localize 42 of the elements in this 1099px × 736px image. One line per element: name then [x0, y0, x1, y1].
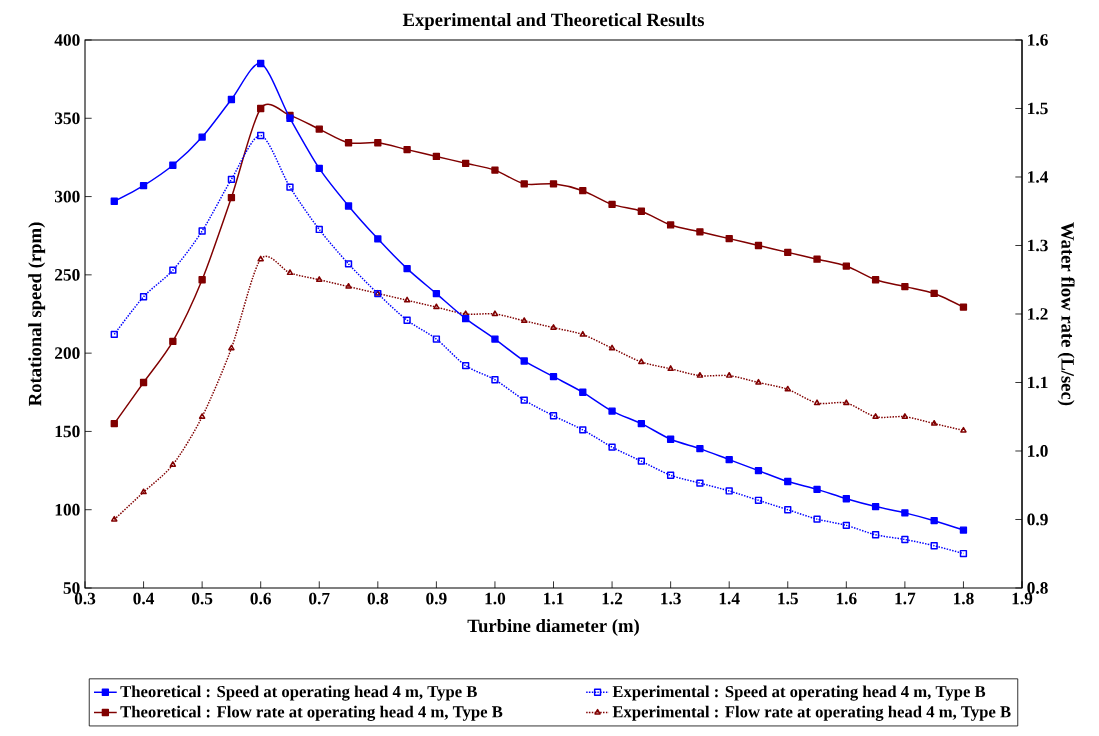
y2-tick-label: 0.8	[1027, 582, 1048, 594]
y-tick-label: 50	[63, 582, 80, 594]
x-tick-label: 1.2	[602, 592, 623, 605]
y2-tick-label: 1.1	[1028, 376, 1048, 389]
legend-label: Theoretical : Flow rate at operating head 4 m, Type B	[120, 705, 503, 721]
x-tick-label: 1.9	[1012, 592, 1033, 605]
y2-tick-label: 1.5	[1028, 102, 1048, 115]
x-tick-label: 1.1	[544, 592, 564, 605]
y2-tick-label: 1.0	[1028, 445, 1048, 457]
x-tick-label: 0.4	[133, 592, 155, 605]
y-tick-label: 350	[54, 112, 80, 125]
chart-title: Experimental and Theoretical Results	[402, 13, 705, 30]
y2-axis-title: Water flow rate (L/sec)	[1057, 222, 1075, 406]
x-tick-label: 1.6	[836, 592, 857, 605]
x-tick-label: 1.7	[895, 592, 916, 605]
x-tick-label: 0.5	[191, 592, 213, 605]
x-tick-label: 1.3	[661, 592, 681, 605]
x-tick-label: 0.3	[74, 592, 96, 605]
y-tick-label: 200	[55, 347, 80, 359]
y-tick-label: 300	[54, 190, 80, 203]
x-tick-label: 1.4	[719, 592, 740, 605]
y2-tick-label: 1.4	[1028, 171, 1049, 183]
x-tick-label: 1.0	[485, 592, 506, 605]
y-tick-label: 400	[54, 34, 80, 46]
x-tick-label: 0.8	[367, 592, 389, 605]
x-tick-label: 0.6	[250, 592, 272, 605]
y2-tick-label: 0.9	[1027, 513, 1048, 526]
y-tick-label: 250	[55, 269, 80, 281]
y-tick-label: 100	[55, 503, 80, 516]
y-axis-title: Rotational speed (rpm)	[28, 222, 46, 406]
y2-tick-label: 1.2	[1028, 308, 1048, 320]
legend-label: Theoretical : Speed at operating head 4 m, Type B	[120, 685, 477, 701]
y2-tick-label: 1.3	[1028, 239, 1048, 252]
x-tick-label: 0.7	[309, 592, 330, 605]
y-tick-label: 150	[55, 425, 80, 438]
legend-label: Experimental : Speed at operating head 4 m, Type B	[612, 685, 986, 701]
legend-label: Experimental : Flow rate at operating head 4 m, Type B	[612, 705, 1011, 721]
x-axis-title: Turbine diameter (m)	[467, 618, 639, 636]
y2-tick-label: 1.6	[1028, 34, 1048, 46]
x-tick-label: 1.5	[778, 592, 798, 605]
x-tick-label: 1.8	[953, 592, 974, 605]
x-tick-label: 0.9	[426, 592, 447, 605]
